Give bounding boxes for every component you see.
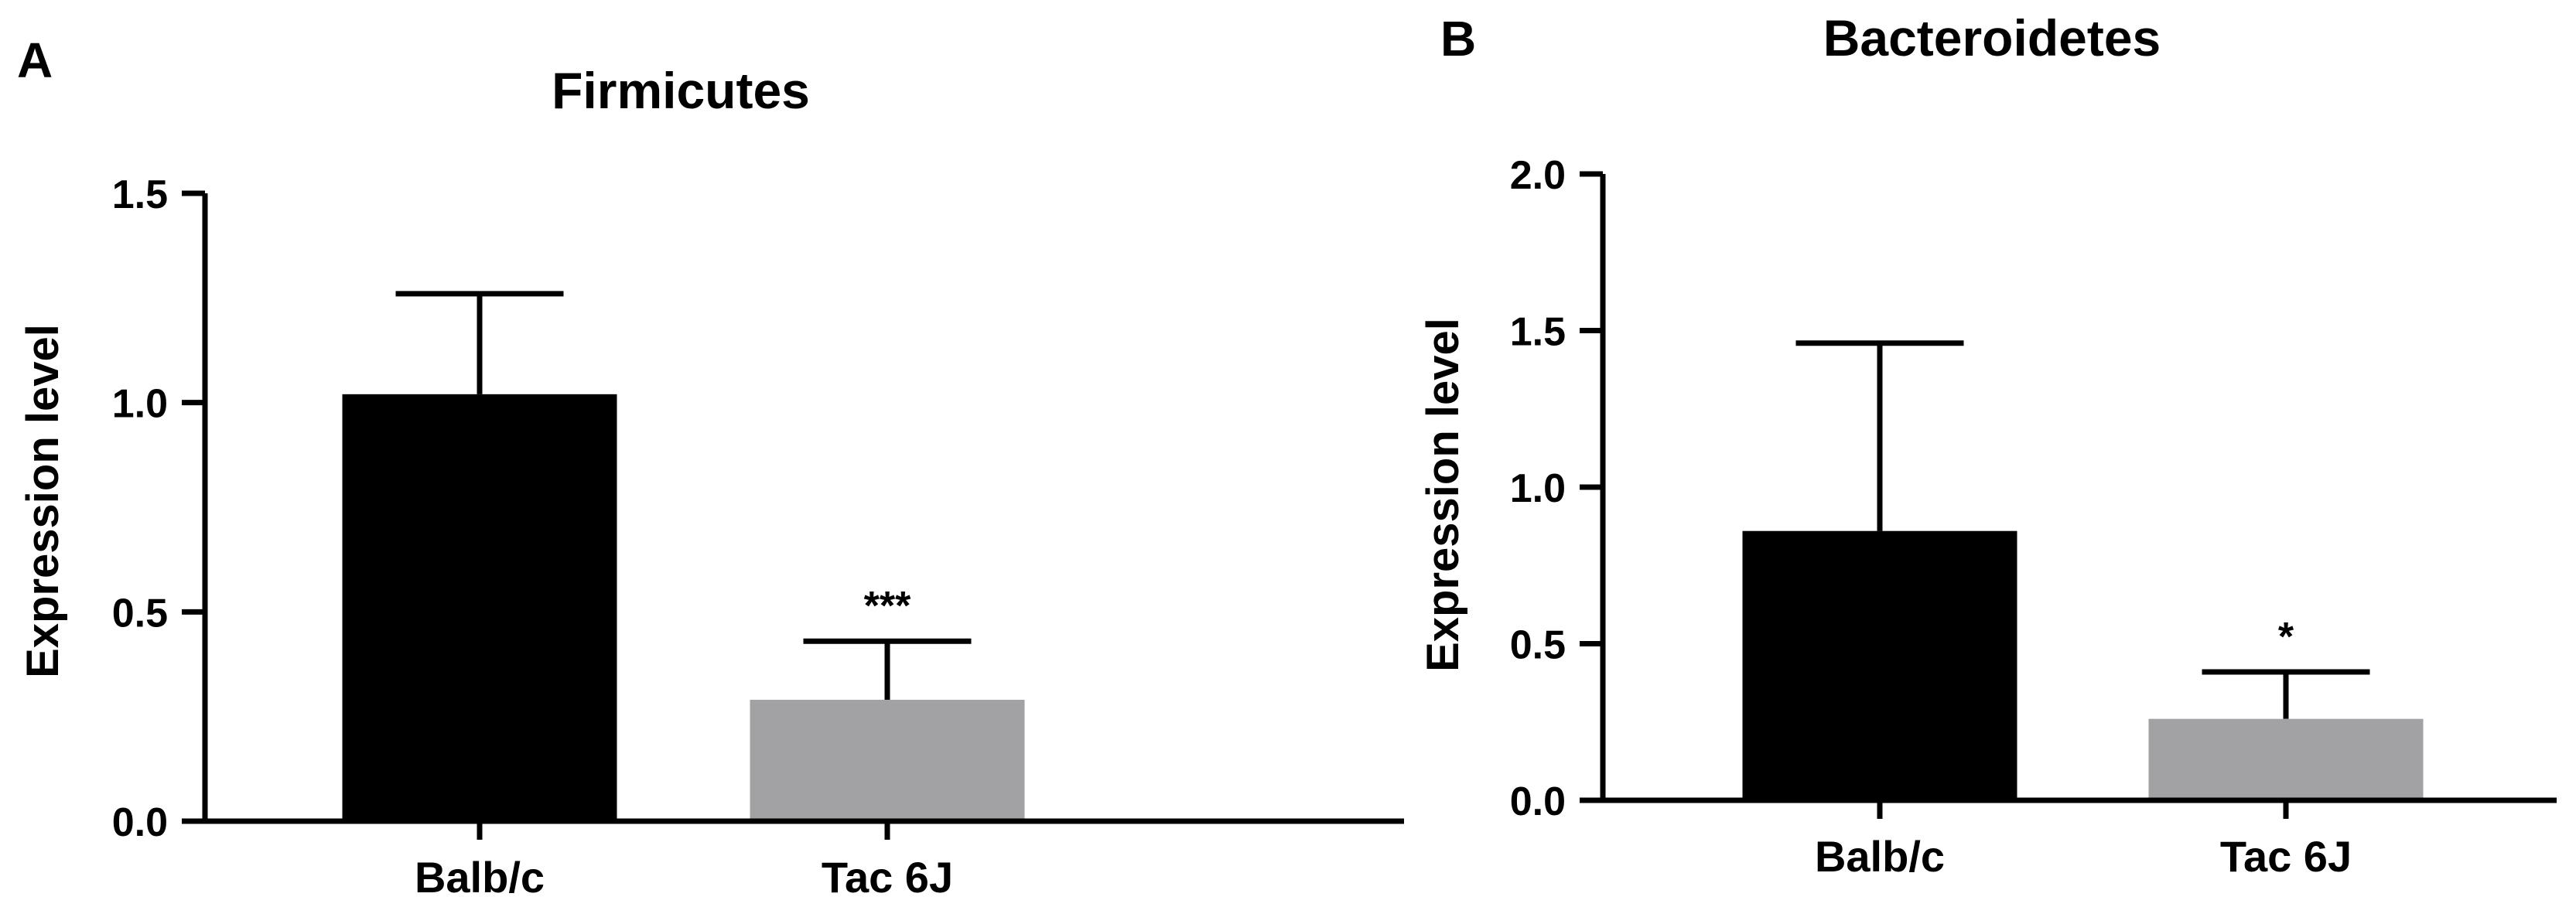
y-tick-label: 1.0 [1510,466,1566,511]
y-tick-label: 1.0 [112,382,168,427]
panel-letter: A [17,32,53,88]
bar [1742,530,2017,800]
x-tick-label: Tac 6J [2220,832,2352,881]
x-tick-label: Tac 6J [822,853,953,902]
y-axis-title: Expression level [1418,318,1468,672]
significance-marker: *** [864,584,911,629]
y-tick-label: 2.0 [1510,153,1566,198]
y-tick-label: 1.5 [1510,310,1566,355]
chart-title: Bacteroidetes [1823,9,2161,66]
panel-a: A Firmicutes Expression level Balb/c *** T… [17,32,1404,902]
x-tick-label: Balb/c [1815,832,1945,881]
y-tick-label: 0.5 [1510,623,1566,668]
x-tick-label: Balb/c [415,853,545,902]
y-tick-label: 0.0 [112,800,168,845]
y-axis-title: Expression level [18,324,68,678]
plot-area: Balb/c *** Tac 6J 0.0 0.5 1.0 1.5 [112,172,1404,902]
panel-b: B Bacteroidetes Expression level Balb/c *… [1418,9,2557,881]
significance-marker: * [2278,615,2294,660]
bar [750,700,1025,821]
panel-letter: B [1440,11,1476,66]
bar [2148,718,2424,800]
bar [342,394,617,822]
y-tick-label: 0.0 [1510,779,1566,824]
plot-area: Balb/c * Tac 6J 0.0 0.5 1.0 1.5 2.0 [1510,153,2557,881]
y-tick-label: 1.5 [112,172,168,217]
chart-title: Firmicutes [552,62,810,119]
y-tick-label: 0.5 [112,591,168,636]
